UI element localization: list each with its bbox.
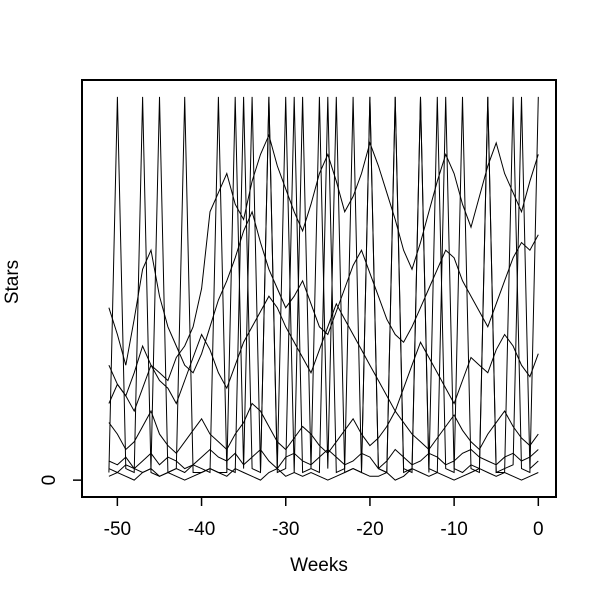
series-line <box>108 210 539 374</box>
x-tick-label: -40 <box>188 519 215 540</box>
x-axis-label: Weeks <box>290 555 348 576</box>
series-line <box>108 448 539 470</box>
x-tick-label: -50 <box>104 519 131 540</box>
y-tick-label: 0 <box>39 475 60 486</box>
series-line <box>108 96 539 474</box>
x-tick-label: -20 <box>356 519 383 540</box>
series-line <box>108 402 539 455</box>
series-line <box>108 295 539 413</box>
y-axis-label: Stars <box>2 260 23 304</box>
lines <box>108 96 539 481</box>
x-tick-label: 0 <box>533 519 544 540</box>
plot-frame <box>81 79 557 498</box>
series-line <box>108 468 539 481</box>
x-tick-label: -10 <box>440 519 467 540</box>
series-line <box>108 133 539 413</box>
x-tick-label: -30 <box>272 519 299 540</box>
